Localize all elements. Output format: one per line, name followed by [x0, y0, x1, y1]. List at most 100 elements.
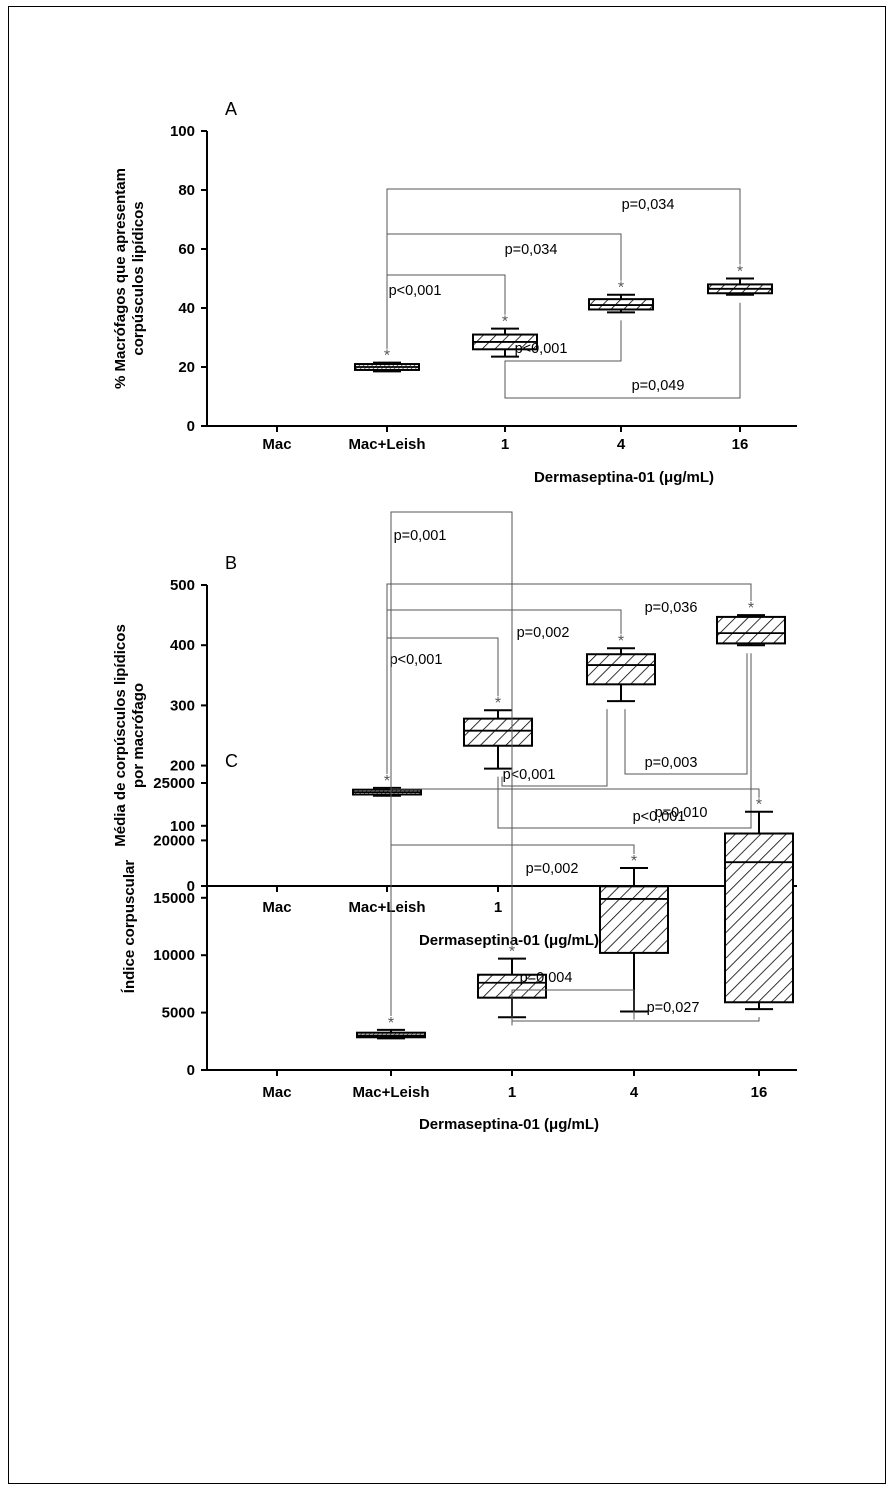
box-2: *: [477, 944, 547, 1019]
comparison-bracket: p=0,004: [511, 970, 635, 1026]
y-tick-label: 300: [170, 697, 195, 714]
x-axis-label: Dermaseptina-01 (μg/mL): [419, 932, 599, 949]
x-tick-label: Mac+Leish: [352, 1084, 429, 1101]
box-iqr: [716, 615, 786, 645]
comparison-bracket: p<0,001: [504, 320, 622, 365]
x-axis-label: Dermaseptina-01 (μg/mL): [419, 1116, 599, 1133]
y-tick-label: 80: [178, 182, 195, 199]
comparison-bracket: p=0,002: [386, 609, 622, 774]
p-value-label: p=0,034: [622, 197, 675, 213]
x-axis-label: Dermaseptina-01 (μg/mL): [534, 469, 714, 486]
box-3: *: [586, 633, 656, 703]
panel-a: A 0 20 40 60 80 100 Mac Mac+Leish 1 4 16 % Macrófago…: [112, 99, 797, 486]
y-axis-label: % Macrófagos que apresentam: [112, 168, 129, 389]
p-value-label: p<0,001: [633, 809, 686, 825]
y-tick-label: 0: [187, 1062, 195, 1079]
panel-letter: B: [225, 553, 237, 573]
significance-star: *: [737, 264, 743, 281]
p-value-label: p=0,001: [394, 528, 447, 544]
p-value-label: p=0,027: [647, 1000, 700, 1016]
p-value-label: p=0,004: [520, 970, 573, 986]
y-tick-label: 0: [187, 418, 195, 435]
significance-star: *: [618, 280, 624, 297]
y-axis-label: por macrófago: [130, 683, 147, 788]
box-4: *: [716, 600, 786, 647]
bracket-line: [504, 302, 741, 399]
x-tick-label: Mac: [262, 1084, 291, 1101]
p-value-label: p<0,001: [389, 283, 442, 299]
x-tick-label: Mac: [262, 899, 291, 916]
p-value-label: p=0,002: [517, 625, 570, 641]
y-tick-label: 400: [170, 637, 195, 654]
bracket-line: [504, 320, 622, 365]
box-iqr: [724, 832, 794, 1004]
box-iqr: [599, 885, 669, 954]
p-value-label: p=0,034: [505, 242, 558, 258]
comparison-bracket: p<0,001: [501, 709, 608, 787]
significance-star: *: [756, 797, 762, 814]
x-tick-label: Mac: [262, 436, 291, 453]
p-value-label: p<0,001: [503, 767, 556, 783]
box-4: *: [707, 264, 773, 296]
comparison-bracket: p=0,003: [624, 653, 748, 775]
box-1: *: [354, 348, 420, 373]
comparison-bracket: p=0,034: [386, 188, 741, 349]
y-tick-label: 20: [178, 359, 195, 376]
x-tick-label: 16: [751, 1084, 768, 1101]
y-tick-label: 25000: [153, 775, 195, 792]
y-tick-label: 15000: [153, 890, 195, 907]
x-tick-label: 4: [617, 436, 626, 453]
significance-star: *: [618, 633, 624, 650]
y-axis-label: Índice corpuscular: [121, 860, 138, 994]
y-tick-label: 0: [187, 878, 195, 895]
p-value-label: p=0,002: [526, 861, 579, 877]
p-value-label: p=0,003: [645, 755, 698, 771]
x-tick-label: 16: [732, 436, 749, 453]
x-tick-label: Mac+Leish: [348, 899, 425, 916]
significance-star: *: [495, 695, 501, 712]
x-tick-label: 1: [508, 1084, 516, 1101]
comparison-bracket: p=0,001: [390, 511, 513, 1016]
bracket-line: [386, 609, 622, 774]
comparison-bracket: p=0,010: [390, 788, 760, 1016]
box-3: *: [588, 280, 654, 314]
y-tick-label: 60: [178, 241, 195, 258]
significance-star: *: [509, 944, 515, 961]
y-tick-label: 20000: [153, 832, 195, 849]
y-tick-label: 5000: [162, 1005, 195, 1022]
panel-letter: A: [225, 99, 237, 119]
comparison-bracket: p=0,027: [511, 1000, 760, 1026]
bracket-line: [511, 1017, 760, 1026]
y-tick-label: 500: [170, 577, 195, 594]
panel-letter: C: [225, 751, 238, 771]
bracket-line: [386, 188, 741, 349]
significance-star: *: [748, 600, 754, 617]
box-1: *: [352, 773, 422, 797]
comparison-bracket: p=0,036: [386, 583, 752, 774]
bracket-line: [390, 788, 760, 1016]
box-iqr: [586, 653, 656, 686]
box-2: *: [472, 314, 538, 358]
p-value-label: p<0,001: [390, 652, 443, 668]
comparison-bracket: p<0,001: [497, 653, 752, 829]
p-value-label: p=0,036: [645, 600, 698, 616]
bracket-line: [624, 653, 748, 775]
p-value-label: p=0,010: [655, 805, 708, 821]
box-3: *: [599, 853, 669, 1013]
significance-star: *: [384, 773, 390, 790]
significance-star: *: [502, 314, 508, 331]
comparison-bracket: p=0,049: [504, 302, 741, 399]
y-axis-label: Média de corpúsculos lipídicos: [112, 624, 129, 847]
bracket-line: [390, 511, 513, 1016]
bracket-line: [386, 583, 752, 774]
comparison-bracket: p<0,001: [386, 637, 499, 774]
box-1: *: [356, 1015, 426, 1040]
y-tick-label: 100: [170, 818, 195, 835]
p-value-label: p=0,049: [632, 378, 685, 394]
box-iqr: [463, 717, 533, 747]
significance-star: *: [631, 853, 637, 870]
box-4: *: [724, 797, 794, 1011]
